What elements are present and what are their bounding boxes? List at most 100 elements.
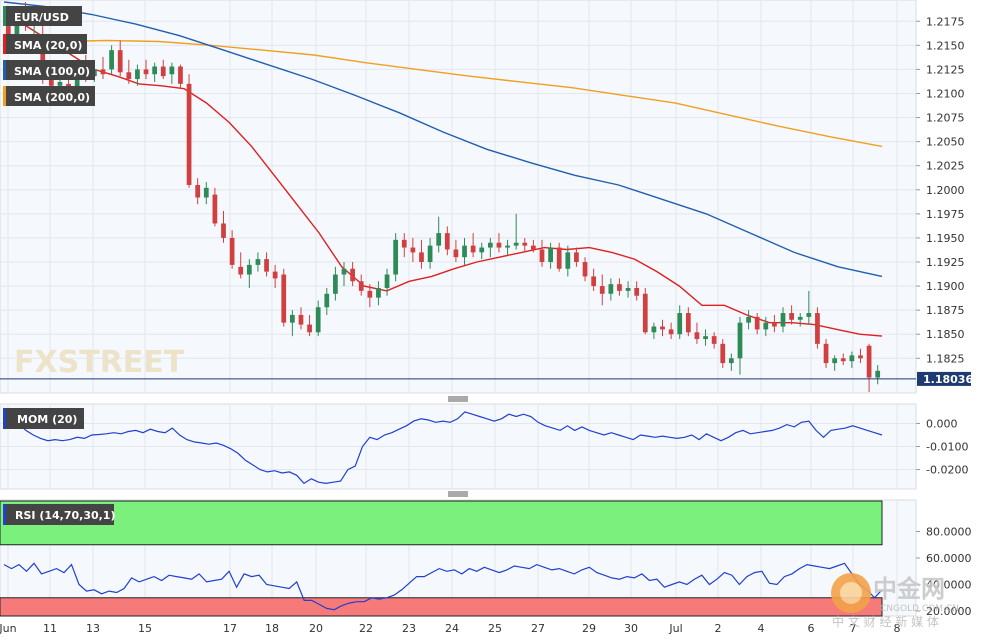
candle-body bbox=[694, 332, 700, 340]
y-tick-label: 1.1975 bbox=[926, 208, 965, 221]
candle-body bbox=[117, 50, 123, 73]
x-tick-label: 22 bbox=[359, 622, 373, 635]
candle-body bbox=[711, 336, 717, 344]
candle-body bbox=[384, 274, 390, 288]
y-tick-label: 1.1900 bbox=[926, 280, 965, 293]
legend-sma100[interactable]: SMA (100,0) bbox=[3, 60, 95, 80]
x-tick-label: 2 bbox=[715, 622, 722, 635]
candle-body bbox=[746, 316, 751, 323]
candle-body bbox=[754, 316, 760, 330]
rsi-line bbox=[3, 562, 883, 611]
candle-body bbox=[350, 268, 355, 282]
candle-body bbox=[513, 242, 519, 246]
y-tick-label: 80.0000 bbox=[926, 525, 972, 538]
y-tick-label: 1.1925 bbox=[926, 256, 965, 269]
x-tick-label: 30 bbox=[624, 622, 638, 635]
candle-body bbox=[797, 316, 803, 320]
candle-body bbox=[324, 293, 330, 308]
candle-body bbox=[289, 314, 295, 323]
candle-body bbox=[539, 249, 545, 262]
rsi-oversold-zone bbox=[0, 597, 883, 617]
candle-body bbox=[358, 281, 364, 291]
candle-body bbox=[651, 326, 657, 333]
svg-text:CNGOLD.COM.CN: CNGOLD.COM.CN bbox=[880, 604, 959, 614]
x-tick-label: 24 bbox=[445, 622, 459, 635]
candle-body bbox=[341, 268, 347, 275]
candle-body bbox=[772, 322, 777, 327]
momentum-series bbox=[3, 411, 883, 485]
candle-body bbox=[634, 288, 640, 296]
momentum-y-axis: 0.000 -0.0100 -0.0200 bbox=[916, 417, 968, 477]
svg-text:1.18036: 1.18036 bbox=[923, 373, 973, 386]
x-tick-label: 11 bbox=[43, 622, 57, 635]
candle-body bbox=[307, 324, 312, 333]
y-tick-label: 1.2125 bbox=[926, 63, 965, 76]
candle-body bbox=[393, 239, 399, 275]
y-tick-label: 1.2150 bbox=[926, 39, 965, 52]
candle-body bbox=[531, 245, 536, 250]
legend-symbol[interactable]: EUR/USD bbox=[3, 6, 82, 26]
cngold-watermark: 中金网 CNGOLD.COM.CN 中 文 财 经 新 媒 体 bbox=[831, 573, 959, 629]
candle-body bbox=[806, 313, 812, 317]
candle-body bbox=[608, 284, 614, 294]
candle-body bbox=[281, 274, 287, 323]
svg-text:RSI (14,70,30,1): RSI (14,70,30,1) bbox=[15, 509, 115, 522]
svg-text:SMA (20,0): SMA (20,0) bbox=[14, 39, 82, 52]
y-tick-label: 20.0000 bbox=[926, 605, 972, 618]
panel-resize-handle[interactable] bbox=[448, 491, 468, 497]
candle-body bbox=[548, 247, 553, 262]
y-tick-label: 0.000 bbox=[926, 417, 958, 430]
sma-lines bbox=[3, 1, 883, 337]
candle-body bbox=[427, 245, 433, 262]
y-tick-label: 1.1875 bbox=[926, 304, 965, 317]
candle-body bbox=[574, 252, 579, 262]
candle-body bbox=[229, 237, 235, 265]
sma100-line bbox=[3, 1, 883, 278]
candle-body bbox=[462, 245, 467, 258]
legend-momentum[interactable]: MOM (20) bbox=[3, 408, 84, 429]
panel-resize-handle[interactable] bbox=[448, 396, 468, 402]
sma200-line bbox=[3, 39, 883, 148]
candle-body bbox=[487, 242, 493, 248]
candle-body bbox=[100, 69, 106, 75]
candle-body bbox=[419, 252, 424, 262]
candle-body bbox=[840, 358, 846, 362]
last-price-tag: 1.18036 bbox=[917, 371, 973, 386]
candle-body bbox=[169, 66, 175, 75]
x-tick-label: 6 bbox=[808, 622, 815, 635]
candle-body bbox=[875, 370, 881, 378]
candle-body bbox=[152, 66, 158, 75]
candle-body bbox=[126, 72, 132, 80]
candle-body bbox=[203, 187, 209, 198]
legend-sma20[interactable]: SMA (20,0) bbox=[3, 34, 87, 54]
svg-text:EUR/USD: EUR/USD bbox=[14, 11, 69, 24]
x-axis: Jun 11 13 15 17 18 20 22 23 24 25 27 29 30 Jul 2 4 6 7 8 bbox=[0, 622, 901, 635]
y-tick-label: 1.1825 bbox=[926, 352, 965, 365]
candle-body bbox=[479, 247, 485, 253]
rsi-overbought-zone bbox=[0, 500, 883, 546]
candle-body bbox=[470, 245, 476, 253]
candle-body bbox=[720, 343, 726, 364]
candle-body bbox=[376, 288, 381, 298]
legend-rsi[interactable]: RSI (14,70,30,1) bbox=[3, 504, 115, 525]
candle-body bbox=[246, 264, 252, 275]
candle-body bbox=[178, 66, 183, 84]
y-tick-label: 1.1950 bbox=[926, 232, 965, 245]
sma20-line bbox=[3, 13, 883, 337]
x-tick-label: 18 bbox=[265, 622, 279, 635]
main-panel bbox=[0, 0, 917, 394]
legend-sma200[interactable]: SMA (200,0) bbox=[3, 86, 95, 106]
svg-text:SMA (100,0): SMA (100,0) bbox=[14, 65, 90, 78]
y-tick-label: 1.2000 bbox=[926, 184, 965, 197]
x-tick-label: 7 bbox=[850, 622, 857, 635]
candlesticks bbox=[5, 2, 881, 392]
candle-body bbox=[221, 223, 226, 238]
y-tick-label: -0.0100 bbox=[926, 441, 968, 454]
candle-body bbox=[109, 50, 114, 70]
candle-body bbox=[591, 276, 597, 287]
candle-body bbox=[505, 245, 510, 248]
candle-body bbox=[866, 345, 872, 378]
candle-body bbox=[186, 83, 192, 185]
x-tick-label: 29 bbox=[582, 622, 596, 635]
candle-body bbox=[195, 184, 201, 198]
